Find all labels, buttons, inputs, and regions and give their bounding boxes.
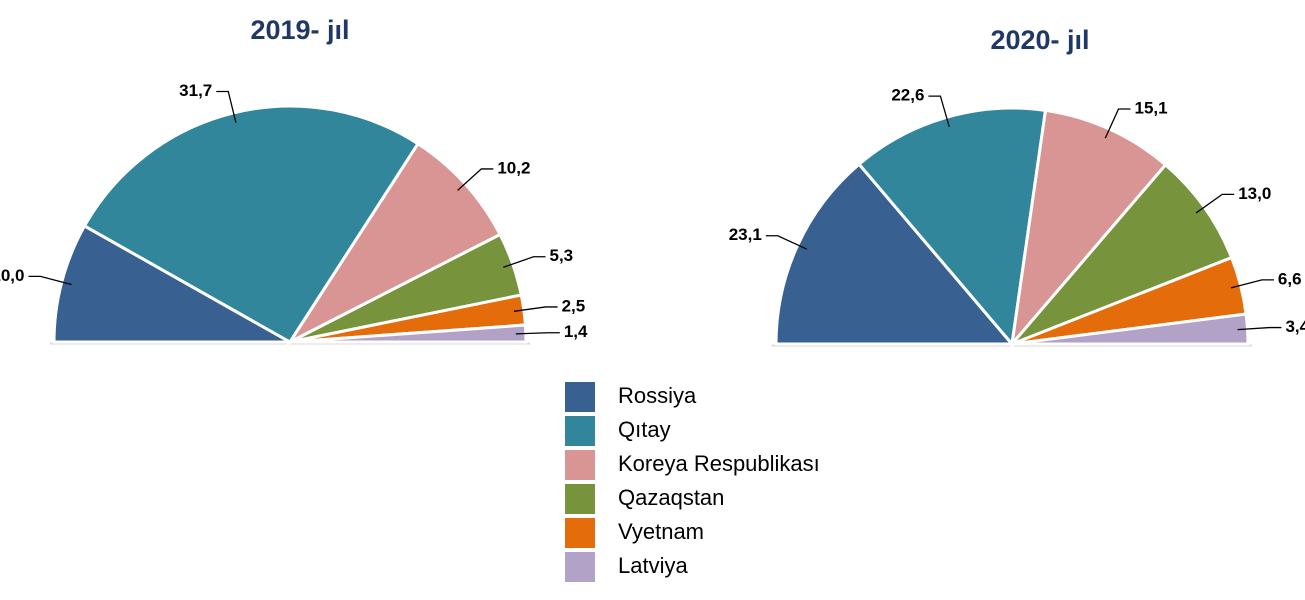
leader-line: [457, 168, 494, 191]
value-label: 23,1: [729, 225, 762, 244]
leader-line: [28, 275, 72, 286]
leader-line: [765, 235, 808, 250]
value-label: 31,7: [179, 81, 212, 100]
leader-line: [1230, 279, 1274, 289]
value-label: 13,0: [1238, 184, 1271, 203]
value-label: 10,0: [0, 266, 24, 285]
chart-title: 2019- jıl: [250, 15, 349, 45]
value-label: 2,5: [562, 296, 586, 315]
leader-line: [515, 332, 560, 335]
legend-label: Rossiya: [618, 383, 697, 408]
value-label: 6,6: [1278, 269, 1302, 288]
legend-label: Koreya Respublikası: [618, 451, 820, 476]
leader-line: [513, 306, 558, 312]
legend-label: Latviya: [618, 553, 688, 578]
legend-swatch: [565, 518, 595, 548]
legend-label: Vyetnam: [618, 519, 704, 544]
legend-swatch: [565, 382, 595, 412]
legend-swatch: [565, 416, 595, 446]
legend-swatch: [565, 552, 595, 582]
leader-line: [928, 95, 950, 128]
value-label: 22,6: [891, 86, 924, 105]
legend-swatch: [565, 450, 595, 480]
leader-line: [1195, 193, 1235, 214]
value-label: 15,1: [1134, 98, 1167, 117]
value-label: 1,4: [564, 322, 588, 341]
leader-line: [503, 256, 546, 268]
value-label: 3,4: [1285, 317, 1305, 336]
chart-title: 2020- jıl: [990, 25, 1089, 55]
value-label: 5,3: [550, 246, 574, 265]
leader-line: [1104, 108, 1131, 139]
legend-swatch: [565, 484, 595, 514]
value-label: 10,2: [497, 158, 530, 177]
legend-label: Qıtay: [618, 417, 671, 442]
leader-line: [216, 90, 237, 123]
legend-label: Qazaqstan: [618, 485, 724, 510]
leader-line: [1237, 326, 1282, 331]
